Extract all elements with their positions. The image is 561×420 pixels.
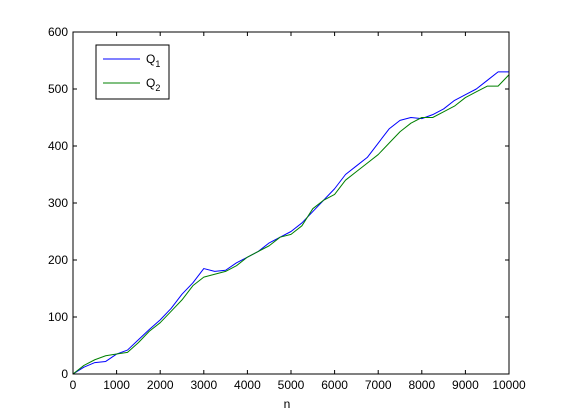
series-layer [72,71,510,375]
x-axis-tick-labels: 0 1000 2000 3000 4000 5000 6000 7000 8000 9000 100… [70,378,526,392]
y-axis-tick-labels: 0 100 200 300 400 500 600 [48,25,68,381]
x-tick-label: 3000 [190,378,217,392]
x-tick-label: 7000 [365,378,392,392]
x-tick-label: 6000 [321,378,348,392]
x-axis-ticks [72,32,510,374]
series-line-q1 [72,71,509,375]
y-tick-label: 600 [48,25,68,39]
y-axis-ticks [73,31,509,375]
legend: Q1 Q2 [95,44,170,100]
legend-label-q2: Q2 [146,76,160,93]
y-tick-label: 0 [61,367,68,381]
legend-box [95,44,170,100]
y-tick-label: 500 [48,82,68,96]
x-tick-label: 4000 [234,378,261,392]
series-line-q2 [72,74,510,375]
x-axis-label: n [284,397,291,411]
x-tick-label: 5000 [278,378,305,392]
x-tick-label: 8000 [408,378,435,392]
y-tick-label: 300 [48,196,68,210]
x-tick-label: 0 [70,378,77,392]
legend-label-q1-sub: 1 [155,59,160,69]
y-tick-label: 400 [48,139,68,153]
x-tick-label: 9000 [452,378,479,392]
x-tick-label: 2000 [147,378,174,392]
y-tick-label: 100 [48,310,68,324]
legend-label-q2-sub: 2 [155,83,160,93]
x-tick-label: 10000 [492,378,526,392]
legend-label-q1-base: Q [146,52,155,66]
legend-label-q2-base: Q [146,76,155,90]
x-tick-label: 1000 [103,378,130,392]
y-tick-label: 200 [48,253,68,267]
legend-label-q1: Q1 [146,52,160,69]
